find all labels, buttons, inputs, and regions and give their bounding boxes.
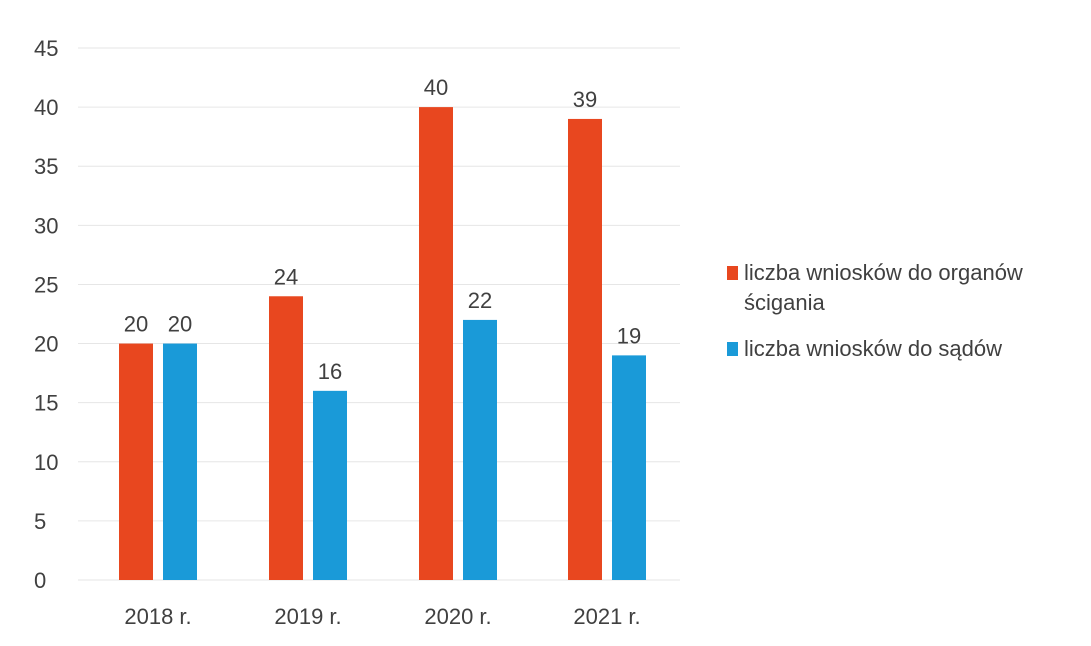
bar-organy-scigania-2: [419, 107, 453, 580]
bar-sady-2: [463, 319, 497, 580]
bar-sady-3: [612, 355, 646, 580]
y-tick-label: 45: [34, 36, 58, 61]
data-label: 16: [318, 359, 342, 384]
data-label: 20: [124, 312, 148, 337]
y-tick-label: 25: [34, 272, 58, 297]
y-tick-label: 5: [34, 509, 46, 534]
bars: [119, 107, 646, 580]
legend-item-sady: liczba wniosków do sądów: [727, 334, 1087, 364]
data-label: 39: [573, 87, 597, 112]
bar-organy-scigania-0: [119, 343, 153, 580]
legend: liczba wniosków do organów ścigania licz…: [727, 258, 1087, 380]
y-tick-label: 30: [34, 213, 58, 238]
y-tick-label: 0: [34, 568, 46, 593]
data-label: 19: [617, 323, 641, 348]
data-label: 22: [468, 288, 492, 313]
data-label: 20: [168, 312, 192, 337]
x-category-label: 2021 r.: [573, 604, 640, 629]
bar-organy-scigania-1: [269, 296, 303, 580]
data-label: 24: [274, 264, 298, 289]
bar-sady-0: [163, 343, 197, 580]
x-category-label: 2020 r.: [424, 604, 491, 629]
x-category-label: 2019 r.: [274, 604, 341, 629]
x-category-label: 2018 r.: [124, 604, 191, 629]
y-tick-label: 40: [34, 95, 58, 120]
data-labels: 20 20 24 16 40 22 39 19: [124, 75, 641, 384]
y-axis-ticks: 0 5 10 15 20 25 30 35 40 45: [34, 36, 58, 593]
y-tick-label: 20: [34, 332, 58, 357]
legend-swatch-red: [727, 266, 738, 280]
legend-item-organy-scigania: liczba wniosków do organów ścigania: [727, 258, 1087, 318]
bar-sady-1: [313, 390, 347, 580]
data-label: 40: [424, 75, 448, 100]
legend-swatch-blue: [727, 342, 738, 356]
y-tick-label: 15: [34, 391, 58, 416]
legend-label: liczba wniosków do sądów: [744, 336, 1003, 361]
y-tick-label: 35: [34, 154, 58, 179]
x-axis-labels: 2018 r. 2019 r. 2020 r. 2021 r.: [124, 604, 640, 629]
y-tick-label: 10: [34, 450, 58, 475]
legend-label: liczba wniosków do organów ścigania: [744, 260, 1023, 315]
bar-organy-scigania-3: [568, 118, 602, 580]
